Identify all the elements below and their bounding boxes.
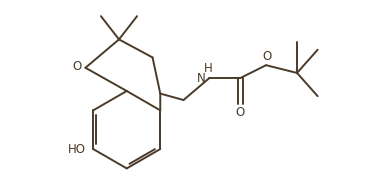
Text: O: O [236, 106, 245, 119]
Text: HO: HO [68, 143, 86, 156]
Text: O: O [72, 60, 81, 73]
Text: O: O [263, 50, 272, 63]
Text: N: N [197, 72, 206, 85]
Text: H: H [204, 62, 212, 75]
